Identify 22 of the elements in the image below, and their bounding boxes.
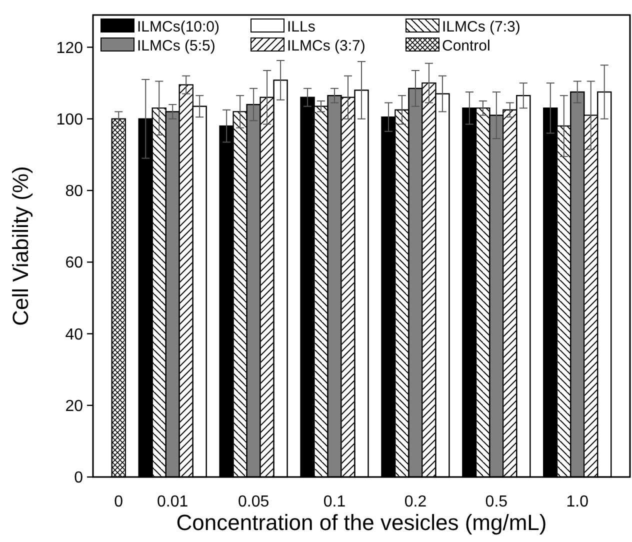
y-tick-label: 80 (65, 183, 84, 200)
y-tick-label: 60 (65, 254, 84, 272)
x-tick-label: 0.01 (157, 494, 188, 511)
y-tick-label: 120 (56, 40, 84, 57)
y-axis-title: Cell Viability (%) (8, 166, 33, 326)
x-axis-title: Concentration of the vesicles (mg/mL) (176, 510, 547, 535)
x-tick-label: 0 (114, 494, 124, 511)
x-tick-label: 0.5 (485, 494, 508, 511)
x-tick-label: 0.05 (238, 494, 270, 511)
legend-label: ILLs (287, 18, 316, 36)
x-tick-label: 0.2 (404, 494, 427, 511)
legend-label: ILMCs (5:5) (137, 37, 216, 54)
x-tick-label: 0.1 (323, 494, 346, 511)
x-tick-label: 1.0 (566, 494, 589, 511)
legend-label: ILMCs (3:7) (287, 37, 366, 54)
y-tick-label: 20 (65, 398, 84, 415)
legend-label: Control (442, 37, 490, 54)
y-tick-label: 100 (56, 111, 84, 128)
y-tick-label: 0 (74, 470, 84, 487)
legend-label: ILMCs(10:0) (137, 18, 220, 36)
y-tick-label: 40 (65, 326, 84, 344)
legend-label: ILMCs (7:3) (442, 18, 520, 36)
